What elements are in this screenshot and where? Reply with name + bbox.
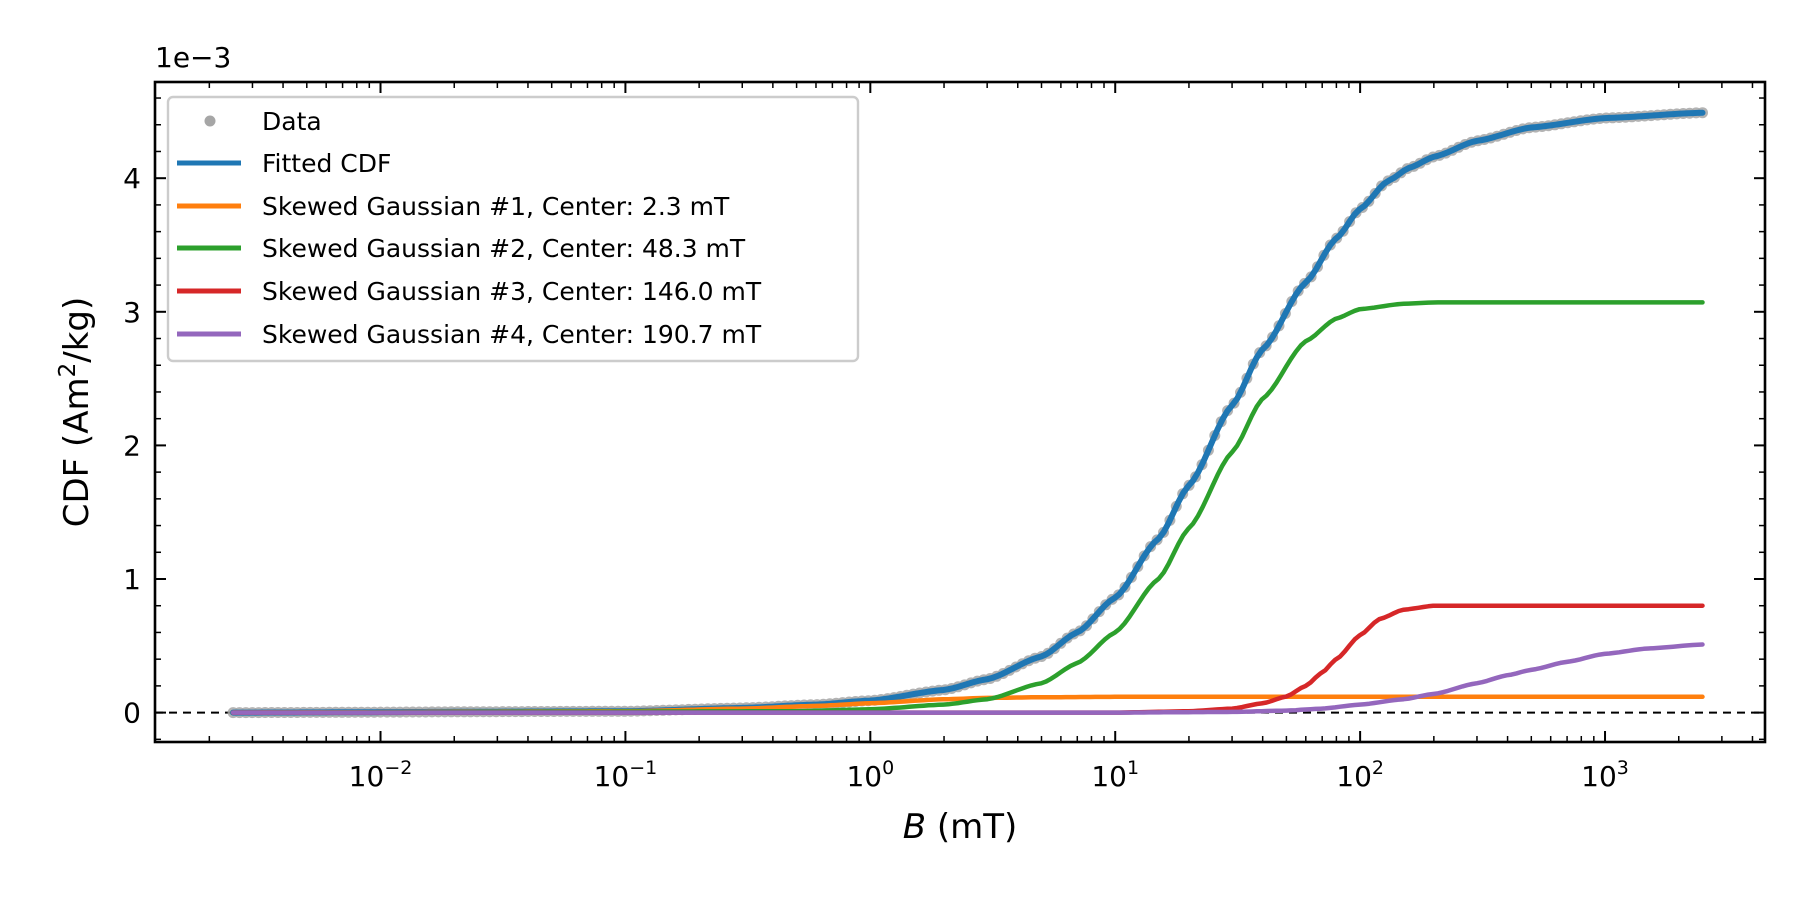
x-axis-label-variable: B xyxy=(903,807,926,847)
legend-entry-gaussian-4: Skewed Gaussian #4, Center: 190.7 mT xyxy=(177,320,762,349)
x-tick-label-exponent: 2 xyxy=(1372,757,1384,779)
legend: Data Fitted CDF Skewed Gaussian #1, Cent… xyxy=(166,95,860,363)
legend-label-fitted-cdf: Fitted CDF xyxy=(262,149,391,178)
y-tick-label: 4 xyxy=(123,162,141,195)
y-tick-labels: 0 1 2 3 4 xyxy=(123,162,141,729)
legend-label-gaussian-4: Skewed Gaussian #4, Center: 190.7 mT xyxy=(262,320,762,349)
y-tick-label: 3 xyxy=(123,296,141,329)
legend-entry-gaussian-1: Skewed Gaussian #1, Center: 2.3 mT xyxy=(177,192,730,221)
x-tick-label-base: 10 xyxy=(1336,760,1372,793)
x-tick-label-exponent: −2 xyxy=(384,757,412,779)
y-tick-label: 0 xyxy=(123,697,141,730)
legend-entry-gaussian-2: Skewed Gaussian #2, Center: 48.3 mT xyxy=(177,234,746,263)
x-tick-label: 101 xyxy=(1091,757,1139,793)
x-tick-label-base: 10 xyxy=(846,760,882,793)
x-tick-label: 102 xyxy=(1336,757,1384,793)
legend-label-gaussian-3: Skewed Gaussian #3, Center: 146.0 mT xyxy=(262,277,762,306)
legend-label-gaussian-1: Skewed Gaussian #1, Center: 2.3 mT xyxy=(262,192,730,221)
y-offset-text: 1e−3 xyxy=(155,41,231,74)
x-tick-label: 10−1 xyxy=(594,757,658,793)
x-axis-label-unit: (mT) xyxy=(926,807,1017,847)
x-tick-label-exponent: −1 xyxy=(629,757,657,779)
series-line-gaussian-2 xyxy=(230,300,1705,715)
legend-label-data: Data xyxy=(262,107,322,136)
x-tick-label-exponent: 3 xyxy=(1617,757,1629,779)
x-tick-label-base: 10 xyxy=(1581,760,1617,793)
legend-entry-gaussian-3: Skewed Gaussian #3, Center: 146.0 mT xyxy=(177,277,762,306)
x-tick-label-base: 10 xyxy=(594,760,630,793)
legend-entry-fitted-cdf: Fitted CDF xyxy=(177,149,391,178)
y-axis-label-superscript: 2 xyxy=(55,363,81,378)
x-tick-labels: 10−2 10−1 100 101 102 103 xyxy=(349,757,1629,793)
series-lines xyxy=(230,109,1706,716)
y-tick-label: 2 xyxy=(123,429,141,462)
y-axis-label-tail: /kg) xyxy=(57,297,97,363)
x-tick-label-base: 10 xyxy=(1091,760,1127,793)
legend-label-gaussian-2: Skewed Gaussian #2, Center: 48.3 mT xyxy=(262,234,746,263)
y-axis-label: CDF (Am2/kg) xyxy=(55,297,97,528)
legend-entry-data: Data xyxy=(204,107,322,136)
legend-marker-data xyxy=(204,115,216,127)
legend-box xyxy=(166,95,860,363)
plot-frame xyxy=(153,80,1767,744)
x-axis-label: B (mT) xyxy=(903,807,1018,847)
x-tick-label: 103 xyxy=(1581,757,1629,793)
x-tick-label: 100 xyxy=(846,757,894,793)
x-tick-label-exponent: 1 xyxy=(1127,757,1139,779)
y-axis-label-main: CDF (Am xyxy=(57,377,97,527)
x-tick-label-exponent: 0 xyxy=(882,757,894,779)
x-tick-label: 10−2 xyxy=(349,757,413,793)
series-line-gaussian-4 xyxy=(230,642,1705,715)
y-tick-label: 1 xyxy=(123,563,141,596)
x-tick-label-base: 10 xyxy=(349,760,385,793)
